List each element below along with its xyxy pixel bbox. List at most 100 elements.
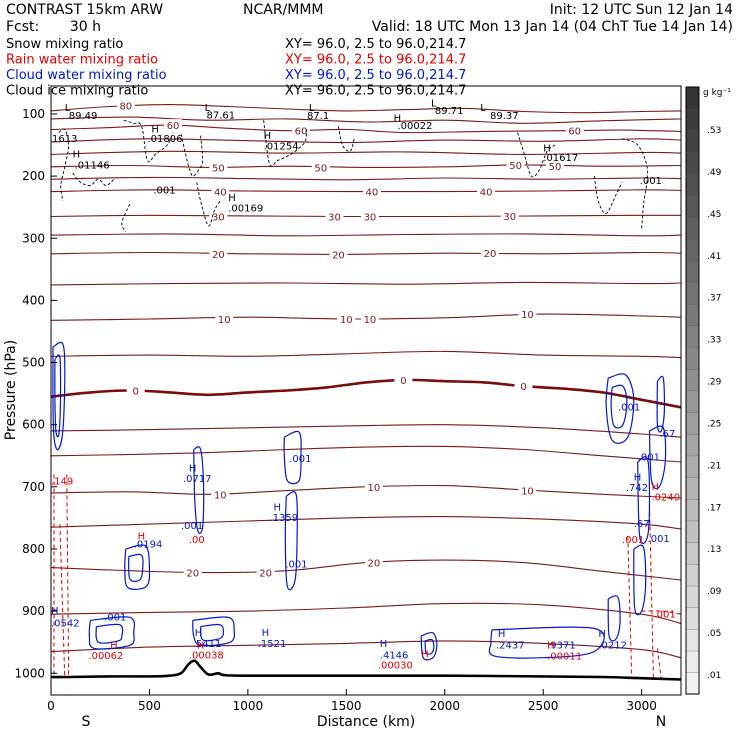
isotherm-label: 30 <box>212 213 225 224</box>
contour-annotation: H <box>228 193 236 204</box>
isotherm-line <box>51 251 681 255</box>
x-tick-label: 0 <box>47 699 55 713</box>
cloud-water-contour <box>52 341 66 451</box>
contour-annotation: .1521 <box>258 639 287 650</box>
y-tick-label: 900 <box>22 604 45 618</box>
contour-annotation: .0542 <box>51 619 80 630</box>
contour-annotation: .00 <box>189 535 205 546</box>
colorbar-swatch <box>685 607 700 630</box>
colorbar-swatch <box>685 563 700 587</box>
isotherm-label: 20 <box>259 569 272 580</box>
y-tick-label: 800 <box>22 542 45 556</box>
contour-annotation: .00011 <box>547 652 582 663</box>
contour-annotation: .67 <box>634 519 650 530</box>
contour-annotation: .149 <box>51 476 73 487</box>
cloud-ice-contour <box>263 120 308 167</box>
colorbar-swatch <box>685 368 700 392</box>
isotherm-line <box>51 602 681 625</box>
isotherm-line <box>51 313 681 321</box>
contour-annotation: .001 <box>104 612 126 623</box>
colorbar: .53 .49 .45 .41 .37 .33 .29 .25 .21 .17 .13 .09 .05.… <box>685 86 722 695</box>
y-tick-label: 300 <box>22 231 45 245</box>
cloud-ice-contour <box>123 119 174 163</box>
isotherm-line <box>51 214 681 218</box>
cloud-water-contour <box>192 616 236 647</box>
contour-annotation: H <box>543 143 551 154</box>
cloud-ice-contour <box>180 132 204 177</box>
colorbar-swatch <box>685 346 700 370</box>
contour-annotation: H <box>598 629 606 640</box>
contour-annotation: .001 <box>653 609 675 620</box>
contour-annotation: .001 <box>289 454 311 465</box>
contour-annotation: .0717 <box>183 474 212 485</box>
isotherm-label-bg <box>116 99 135 111</box>
isotherm-label-bg <box>215 313 234 325</box>
rain-contour <box>59 524 66 680</box>
colorbar-tick-label: .13 <box>707 545 721 555</box>
colorbar-tick-label: .25 <box>707 419 721 429</box>
contour-annotation: L <box>309 103 315 114</box>
isotherm-label-bg <box>211 185 230 197</box>
contour-annotation: H <box>651 482 659 493</box>
isotherm-label-bg <box>292 124 311 136</box>
legend-field-label: Cloud ice mixing ratio <box>6 84 148 99</box>
isotherm-label-bg <box>256 566 275 578</box>
isotherm-label-bg <box>506 158 525 170</box>
isotherm-label: 10 <box>214 490 227 501</box>
x-tick-label: 2000 <box>429 699 460 713</box>
isotherm-label: 30 <box>328 213 341 224</box>
y-axis-label: Pressure (hPa) <box>3 340 19 440</box>
isotherm-label-bg <box>209 247 228 259</box>
isotherm-label: 10 <box>521 310 534 321</box>
contour-annotation: .00038 <box>189 650 224 661</box>
legend-field-label: Rain water mixing ratio <box>6 53 158 68</box>
isotherm-line <box>51 150 681 155</box>
contour-annotation: .2437 <box>496 640 525 651</box>
cloud-water-contour <box>637 456 651 545</box>
cloud-ice-contour <box>621 138 649 229</box>
colorbar-swatch <box>685 650 700 673</box>
cloud-ice-contour <box>593 176 623 214</box>
isotherm-label-bg <box>362 185 381 197</box>
colorbar-tick-label: .17 <box>707 503 721 513</box>
contour-annotation: .001 <box>153 186 175 197</box>
isotherm-label: 0 <box>520 382 526 393</box>
contour-annotation: H <box>264 131 272 142</box>
contour-annotation: H <box>197 640 205 651</box>
contour-annotation: 1613 <box>52 134 77 145</box>
y-tick-label: 400 <box>22 293 45 307</box>
cloud-water-contour <box>128 553 144 582</box>
colorbar-swatch <box>685 281 700 305</box>
isotherm-label-bg <box>364 556 383 568</box>
isotherm-label-bg <box>311 161 330 173</box>
contour-annotation: .01617 <box>543 153 578 164</box>
isotherm-line <box>51 640 681 659</box>
contour-annotation: .00022 <box>398 121 433 132</box>
colorbar-tick-label: .05 <box>707 629 721 639</box>
y-tick-label: 100 <box>22 107 45 121</box>
legend-field-label: Snow mixing ratio <box>6 37 123 52</box>
colorbar-tick-label: .37 <box>707 294 721 304</box>
isotherm-label-bg <box>546 160 564 172</box>
contour-annotation: .5411 <box>193 639 222 650</box>
colorbar-swatch <box>685 433 700 457</box>
colorbar-swatch <box>685 173 700 196</box>
cloud-water-contour <box>284 491 298 591</box>
plot-area: 80 60 60 60 50 50 50 50 40 40 40 30 30 30 30 20 20 20 10 10… <box>50 85 682 696</box>
isotherm-label: 40 <box>214 188 227 199</box>
colorbar-swatch <box>685 455 700 478</box>
fcst-value: 30 h <box>70 19 101 35</box>
isotherm-line <box>51 104 681 114</box>
isotherm-label-bg <box>209 210 228 222</box>
isotherm-label: 30 <box>503 212 516 223</box>
cloud-ice-contour <box>121 203 131 233</box>
cloud-water-contour <box>95 623 124 644</box>
cloud-ice-contour <box>72 172 115 186</box>
isotherm-line <box>51 378 681 409</box>
cloud-water-contour <box>200 623 225 642</box>
isotherm-label-bg <box>211 488 230 500</box>
isotherm-line <box>51 516 681 530</box>
valid-time: Valid: 18 UTC Mon 13 Jan 14 (04 ChT Tue … <box>372 19 733 35</box>
contour-annotation: L <box>480 103 486 114</box>
